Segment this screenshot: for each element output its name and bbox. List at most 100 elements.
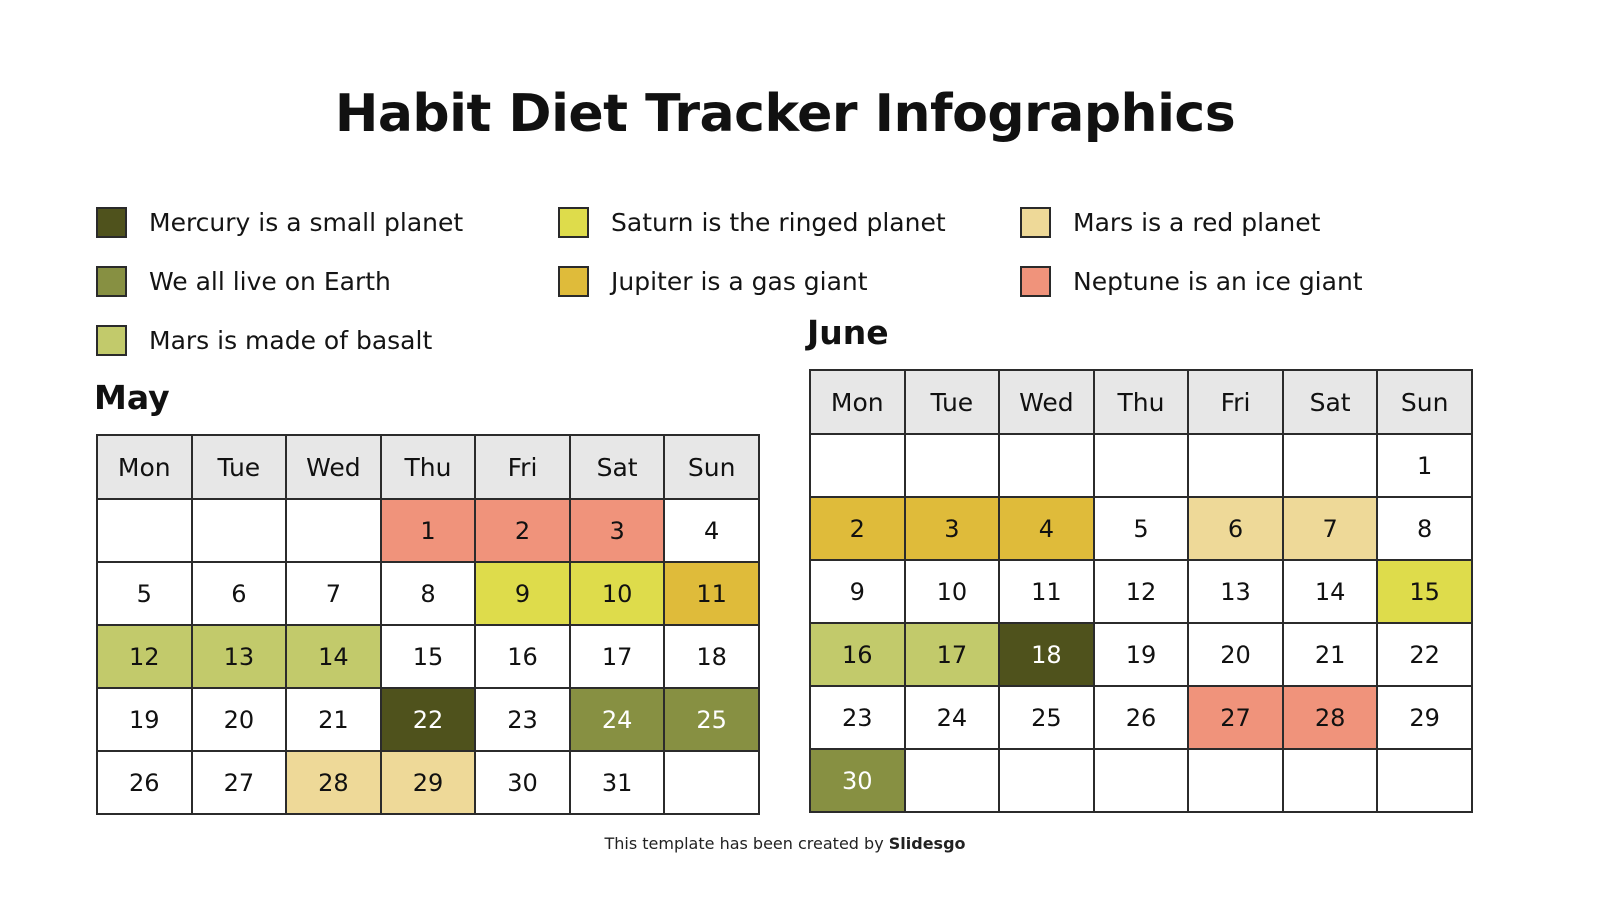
legend-label: Neptune is an ice giant — [1073, 266, 1363, 296]
day-cell: 28 — [1281, 685, 1379, 750]
week-row: 30 — [809, 748, 1473, 813]
day-cell — [1092, 748, 1190, 813]
legend-swatch — [96, 265, 127, 297]
page-title: Habit Diet Tracker Infographics — [334, 84, 1236, 144]
legend-item: Jupiter is a gas giant — [558, 264, 868, 298]
day-cell: 1 — [1376, 433, 1473, 498]
day-cell: 3 — [903, 496, 1001, 561]
day-cell: 30 — [809, 748, 906, 813]
day-cell: 29 — [379, 750, 477, 815]
day-cell: 15 — [1376, 559, 1473, 624]
day-cell: 17 — [903, 622, 1001, 687]
day-cell: 9 — [474, 561, 571, 626]
day-cell: 23 — [474, 687, 571, 752]
legend-swatch — [558, 206, 589, 238]
day-cell: 19 — [96, 687, 193, 752]
week-row: 19 20 21 22 23 24 25 — [96, 687, 760, 752]
legend-label: Jupiter is a gas giant — [611, 266, 868, 296]
day-cell: 11 — [663, 561, 760, 626]
day-cell: 17 — [568, 624, 666, 689]
day-cell: 12 — [96, 624, 193, 689]
day-cell: 13 — [190, 624, 288, 689]
day-cell: 8 — [1376, 496, 1473, 561]
legend-item: Mercury is a small planet — [96, 205, 463, 239]
day-cell: 12 — [1092, 559, 1190, 624]
footer-brand: Slidesgo — [888, 834, 966, 853]
may-title: May — [94, 378, 170, 417]
day-cell: 31 — [568, 750, 666, 815]
day-cell — [1376, 748, 1473, 813]
weekday-header: Fri — [1187, 369, 1284, 435]
legend-label: Mars is made of basalt — [149, 325, 433, 355]
day-cell: 14 — [1281, 559, 1379, 624]
legend-item: Saturn is the ringed planet — [558, 205, 946, 239]
day-cell: 3 — [568, 498, 666, 563]
week-row: 16 17 18 19 20 21 22 — [809, 622, 1473, 687]
day-cell: 28 — [285, 750, 382, 815]
day-cell: 18 — [998, 622, 1095, 687]
day-cell: 2 — [809, 496, 906, 561]
day-cell: 25 — [663, 687, 760, 752]
legend-item: Mars is a red planet — [1020, 205, 1320, 239]
day-cell: 27 — [1187, 685, 1284, 750]
legend-swatch — [558, 265, 589, 297]
weekday-header-row: Mon Tue Wed Thu Fri Sat Sun — [96, 434, 760, 500]
day-cell: 5 — [96, 561, 193, 626]
weekday-header: Sat — [1281, 369, 1379, 435]
legend-label: Mars is a red planet — [1073, 207, 1321, 237]
day-cell: 26 — [1092, 685, 1190, 750]
day-cell: 8 — [379, 561, 477, 626]
day-cell: 7 — [1281, 496, 1379, 561]
day-cell: 20 — [190, 687, 288, 752]
june-calendar: Mon Tue Wed Thu Fri Sat Sun 1 2 3 4 5 6 7 8 9 10 11 12 13 14… — [809, 369, 1473, 813]
day-cell — [998, 433, 1095, 498]
legend-swatch — [96, 206, 127, 238]
day-cell: 10 — [903, 559, 1001, 624]
day-cell — [96, 498, 193, 563]
legend-swatch — [1020, 206, 1051, 238]
week-row: 1 — [809, 433, 1473, 498]
day-cell: 21 — [285, 687, 382, 752]
weekday-header: Tue — [903, 369, 1001, 435]
day-cell: 18 — [663, 624, 760, 689]
day-cell — [903, 433, 1001, 498]
day-cell: 16 — [474, 624, 571, 689]
week-row: 9 10 11 12 13 14 15 — [809, 559, 1473, 624]
legend-item: Mars is made of basalt — [96, 323, 432, 357]
week-row: 5 6 7 8 9 10 11 — [96, 561, 760, 626]
legend-label: Saturn is the ringed planet — [611, 207, 946, 237]
weekday-header: Sat — [568, 434, 666, 500]
day-cell: 15 — [379, 624, 477, 689]
day-cell — [809, 433, 906, 498]
june-title: June — [807, 313, 889, 352]
weekday-header: Wed — [285, 434, 382, 500]
day-cell: 1 — [379, 498, 477, 563]
week-row: 26 27 28 29 30 31 — [96, 750, 760, 815]
day-cell: 30 — [474, 750, 571, 815]
day-cell — [903, 748, 1001, 813]
day-cell: 2 — [474, 498, 571, 563]
day-cell — [998, 748, 1095, 813]
weekday-header: Thu — [379, 434, 477, 500]
day-cell — [663, 750, 760, 815]
legend-item: We all live on Earth — [96, 264, 391, 298]
day-cell — [1092, 433, 1190, 498]
day-cell: 22 — [379, 687, 477, 752]
day-cell: 11 — [998, 559, 1095, 624]
day-cell: 4 — [998, 496, 1095, 561]
week-row: 23 24 25 26 27 28 29 — [809, 685, 1473, 750]
day-cell: 27 — [190, 750, 288, 815]
day-cell: 6 — [1187, 496, 1284, 561]
day-cell: 29 — [1376, 685, 1473, 750]
day-cell: 7 — [285, 561, 382, 626]
legend-swatch — [1020, 265, 1051, 297]
day-cell: 20 — [1187, 622, 1284, 687]
day-cell: 9 — [809, 559, 906, 624]
may-calendar: Mon Tue Wed Thu Fri Sat Sun 1 2 3 4 5 6 7 8 9 10 11 12 13 14… — [96, 434, 760, 815]
day-cell: 19 — [1092, 622, 1190, 687]
legend-item: Neptune is an ice giant — [1020, 264, 1363, 298]
day-cell: 14 — [285, 624, 382, 689]
footer-prefix: This template has been created by — [604, 834, 889, 853]
day-cell: 23 — [809, 685, 906, 750]
